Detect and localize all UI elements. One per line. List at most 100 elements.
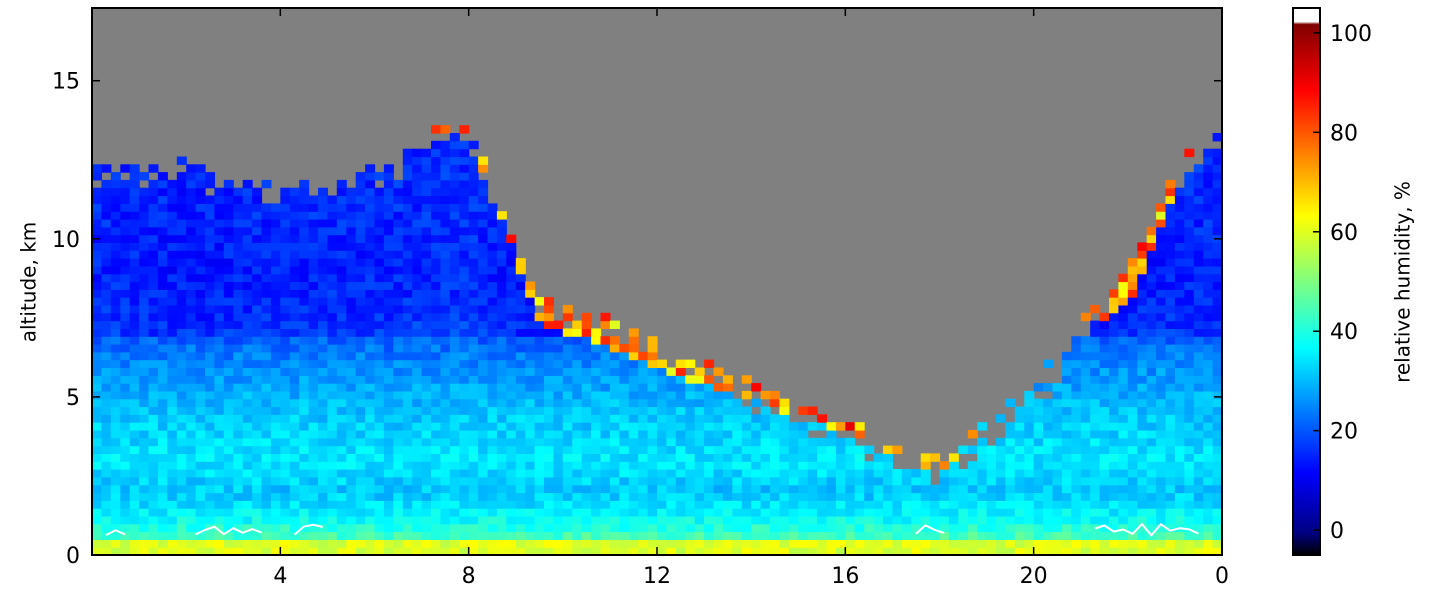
heatmap-cell <box>440 258 451 267</box>
heatmap-cell <box>478 289 489 298</box>
heatmap-cell <box>1146 265 1157 275</box>
heatmap-cell <box>741 508 752 517</box>
heatmap-cell <box>120 430 131 439</box>
heatmap-cell <box>496 414 507 423</box>
heatmap-cell <box>195 437 206 447</box>
heatmap-cell <box>402 211 413 220</box>
heatmap-cell <box>318 211 328 220</box>
heatmap-cell <box>1071 508 1082 517</box>
heatmap-cell <box>1165 351 1176 361</box>
heatmap-cell <box>1109 547 1119 555</box>
heatmap-cell <box>628 492 639 501</box>
heatmap-cell <box>176 172 187 181</box>
heatmap-cell <box>308 445 319 454</box>
heatmap-cell <box>628 430 639 439</box>
heatmap-cell <box>308 422 319 431</box>
heatmap-cell <box>1193 515 1204 525</box>
heatmap-cell <box>1184 390 1195 400</box>
heatmap-cell <box>139 422 150 431</box>
heatmap-cell <box>807 531 818 540</box>
heatmap-cell <box>515 461 526 470</box>
heatmap-cell <box>431 281 441 290</box>
heatmap-cell <box>628 445 639 454</box>
heatmap-cell <box>468 508 479 517</box>
heatmap-cell <box>308 359 319 368</box>
heatmap-cell <box>270 312 281 322</box>
heatmap-cell <box>1127 445 1138 454</box>
heatmap-cell <box>242 211 253 220</box>
heatmap-cell <box>393 265 404 275</box>
heatmap-cell <box>308 289 319 298</box>
heatmap-cell <box>1137 328 1148 337</box>
heatmap-cell <box>704 437 715 447</box>
heatmap-cell <box>101 219 112 228</box>
heatmap-cell <box>440 125 451 134</box>
heatmap-cell <box>157 500 168 509</box>
heatmap-cell <box>431 484 441 494</box>
heatmap-cell <box>176 195 187 204</box>
heatmap-cell <box>157 336 168 345</box>
heatmap-cell <box>930 539 941 548</box>
heatmap-cell <box>412 422 423 431</box>
heatmap-cell <box>346 383 357 392</box>
heatmap-cell <box>365 320 376 329</box>
heatmap-cell <box>1174 453 1185 462</box>
heatmap-cell <box>412 390 423 400</box>
heatmap-cell <box>101 461 112 470</box>
heatmap-cell <box>157 547 168 555</box>
heatmap-cell <box>129 312 140 322</box>
heatmap-cell <box>751 531 762 540</box>
heatmap-cell <box>817 414 828 423</box>
heatmap-cell <box>996 461 1006 470</box>
heatmap-cell <box>1061 492 1072 501</box>
heatmap-cell <box>948 523 959 533</box>
heatmap-cell <box>666 515 677 525</box>
heatmap-cell <box>129 422 140 431</box>
heatmap-cell <box>101 250 112 259</box>
heatmap-cell <box>977 445 988 454</box>
heatmap-cell <box>176 281 187 290</box>
heatmap-cell <box>383 523 394 533</box>
heatmap-cell <box>233 375 244 384</box>
heatmap-cell <box>732 531 743 540</box>
heatmap-cell <box>1014 430 1025 439</box>
heatmap-cell <box>318 547 328 555</box>
heatmap-cell <box>468 281 479 290</box>
heatmap-cell <box>638 500 649 509</box>
heatmap-cell <box>515 437 526 447</box>
heatmap-cell <box>1156 273 1167 283</box>
heatmap-cell <box>110 445 121 454</box>
heatmap-cell <box>722 547 733 555</box>
heatmap-cell <box>798 508 809 517</box>
heatmap-cell <box>647 351 658 361</box>
heatmap-cell <box>487 515 498 525</box>
heatmap-cell <box>148 179 159 189</box>
heatmap-cell <box>1061 515 1072 525</box>
heatmap-cell <box>788 422 799 431</box>
heatmap-cell <box>628 476 639 486</box>
heatmap-cell <box>685 430 696 439</box>
heatmap-cell <box>355 492 366 501</box>
heatmap-cell <box>1184 148 1195 158</box>
heatmap-cell <box>101 297 112 306</box>
heatmap-cell <box>525 484 536 494</box>
heatmap-cell <box>1014 422 1025 431</box>
heatmap-cell <box>374 344 385 353</box>
heatmap-cell <box>534 312 545 322</box>
heatmap-cell <box>1174 437 1185 447</box>
heatmap-cell <box>1184 273 1195 283</box>
heatmap-cell <box>760 547 771 555</box>
heatmap-cell <box>1071 390 1082 400</box>
heatmap-cell <box>374 398 385 408</box>
heatmap-cell <box>139 453 150 462</box>
heatmap-cell <box>346 289 357 298</box>
heatmap-cell <box>393 523 404 533</box>
heatmap-cell <box>770 508 780 517</box>
heatmap-cell <box>835 547 846 555</box>
heatmap-cell <box>553 469 564 478</box>
heatmap-cell <box>421 406 432 415</box>
heatmap-cell <box>1090 469 1101 478</box>
heatmap-cell <box>431 515 441 525</box>
heatmap-cell <box>318 539 328 548</box>
heatmap-cell <box>1137 344 1148 353</box>
